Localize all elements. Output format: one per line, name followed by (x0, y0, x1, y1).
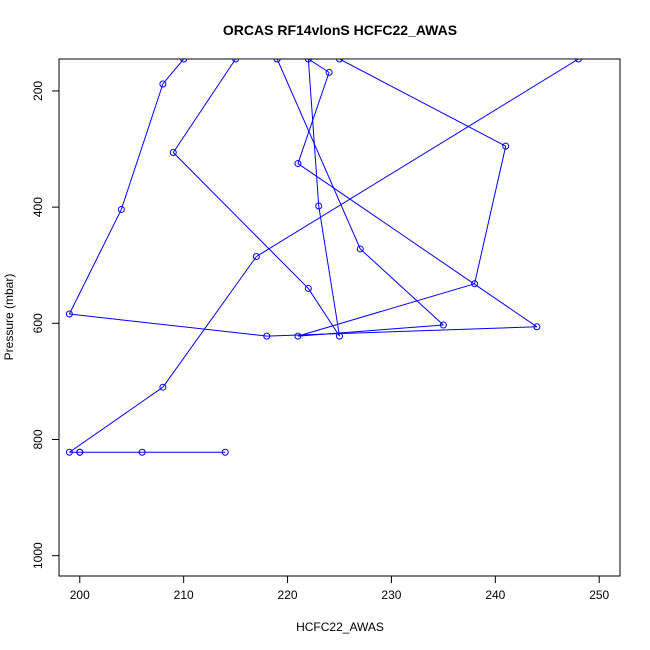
plot-frame (58, 58, 621, 577)
series-line-segment (474, 146, 507, 284)
y-axis-label: Pressure (mbar) (2, 274, 16, 361)
x-axis-label: HCFC22_AWAS (296, 620, 384, 634)
series-line-segment (297, 72, 330, 164)
series-line-segment (339, 59, 506, 147)
series-line-segment (318, 205, 340, 337)
data-point (471, 280, 479, 288)
data-point (294, 332, 302, 340)
y-axis: 200 400 600 800 1000 (31, 81, 60, 569)
series-line-segment (68, 209, 122, 315)
series-line-segment (120, 83, 164, 210)
x-tick-label: 220 (278, 588, 298, 602)
data-point (169, 149, 177, 157)
data-point (574, 59, 582, 63)
series-line-segment (266, 326, 537, 337)
y-tick-label: 1000 (31, 542, 45, 569)
series-line-segment (162, 59, 185, 85)
x-tick-label: 230 (381, 588, 401, 602)
y-tick-label: 800 (31, 429, 45, 449)
x-tick-label: 250 (589, 588, 609, 602)
data-point (117, 205, 125, 213)
series-line-segment (172, 59, 237, 153)
data-point (304, 59, 312, 63)
chart-title: ORCAS RF14vlonS HCFC22_AWAS (223, 22, 457, 38)
series-line-segment (359, 248, 444, 326)
data-point (325, 68, 333, 76)
x-tick-label: 210 (174, 588, 194, 602)
x-axis: 200 210 220 230 240 250 (70, 575, 610, 602)
y-tick-label: 400 (31, 197, 45, 217)
data-point (294, 160, 302, 168)
data-point (356, 245, 364, 253)
data-point (180, 59, 188, 63)
data-point (138, 448, 146, 456)
series-line-segment (276, 59, 361, 250)
data-point (65, 448, 73, 456)
data-point (502, 142, 510, 150)
series-line-segment (256, 59, 579, 257)
y-tick-label: 600 (31, 313, 45, 333)
data-point (263, 332, 271, 340)
series-line-segment (307, 59, 320, 207)
data-point (221, 448, 229, 456)
y-tick-label: 200 (31, 81, 45, 101)
data-point (315, 202, 323, 210)
data-point (232, 59, 240, 63)
data-point (252, 253, 260, 261)
series-line-segment (297, 163, 538, 328)
data-point (65, 310, 73, 318)
x-tick-label: 240 (485, 588, 505, 602)
data-point (76, 448, 84, 456)
data-point (439, 321, 447, 329)
data-point (533, 323, 541, 331)
series-line-segment (69, 313, 267, 337)
x-tick-label: 200 (70, 588, 90, 602)
plot-area (65, 59, 582, 456)
data-point (273, 59, 281, 63)
series-line-segment (162, 256, 257, 388)
data-point (159, 80, 167, 88)
series-line-segment (297, 283, 475, 337)
series-line-segment (69, 386, 164, 453)
data-point (336, 59, 343, 63)
data-point (159, 383, 167, 391)
series-line-segment (307, 288, 340, 337)
series-line-segment (172, 152, 309, 289)
data-point (336, 332, 343, 340)
series-line-segment (308, 59, 330, 73)
data-point (304, 284, 312, 292)
